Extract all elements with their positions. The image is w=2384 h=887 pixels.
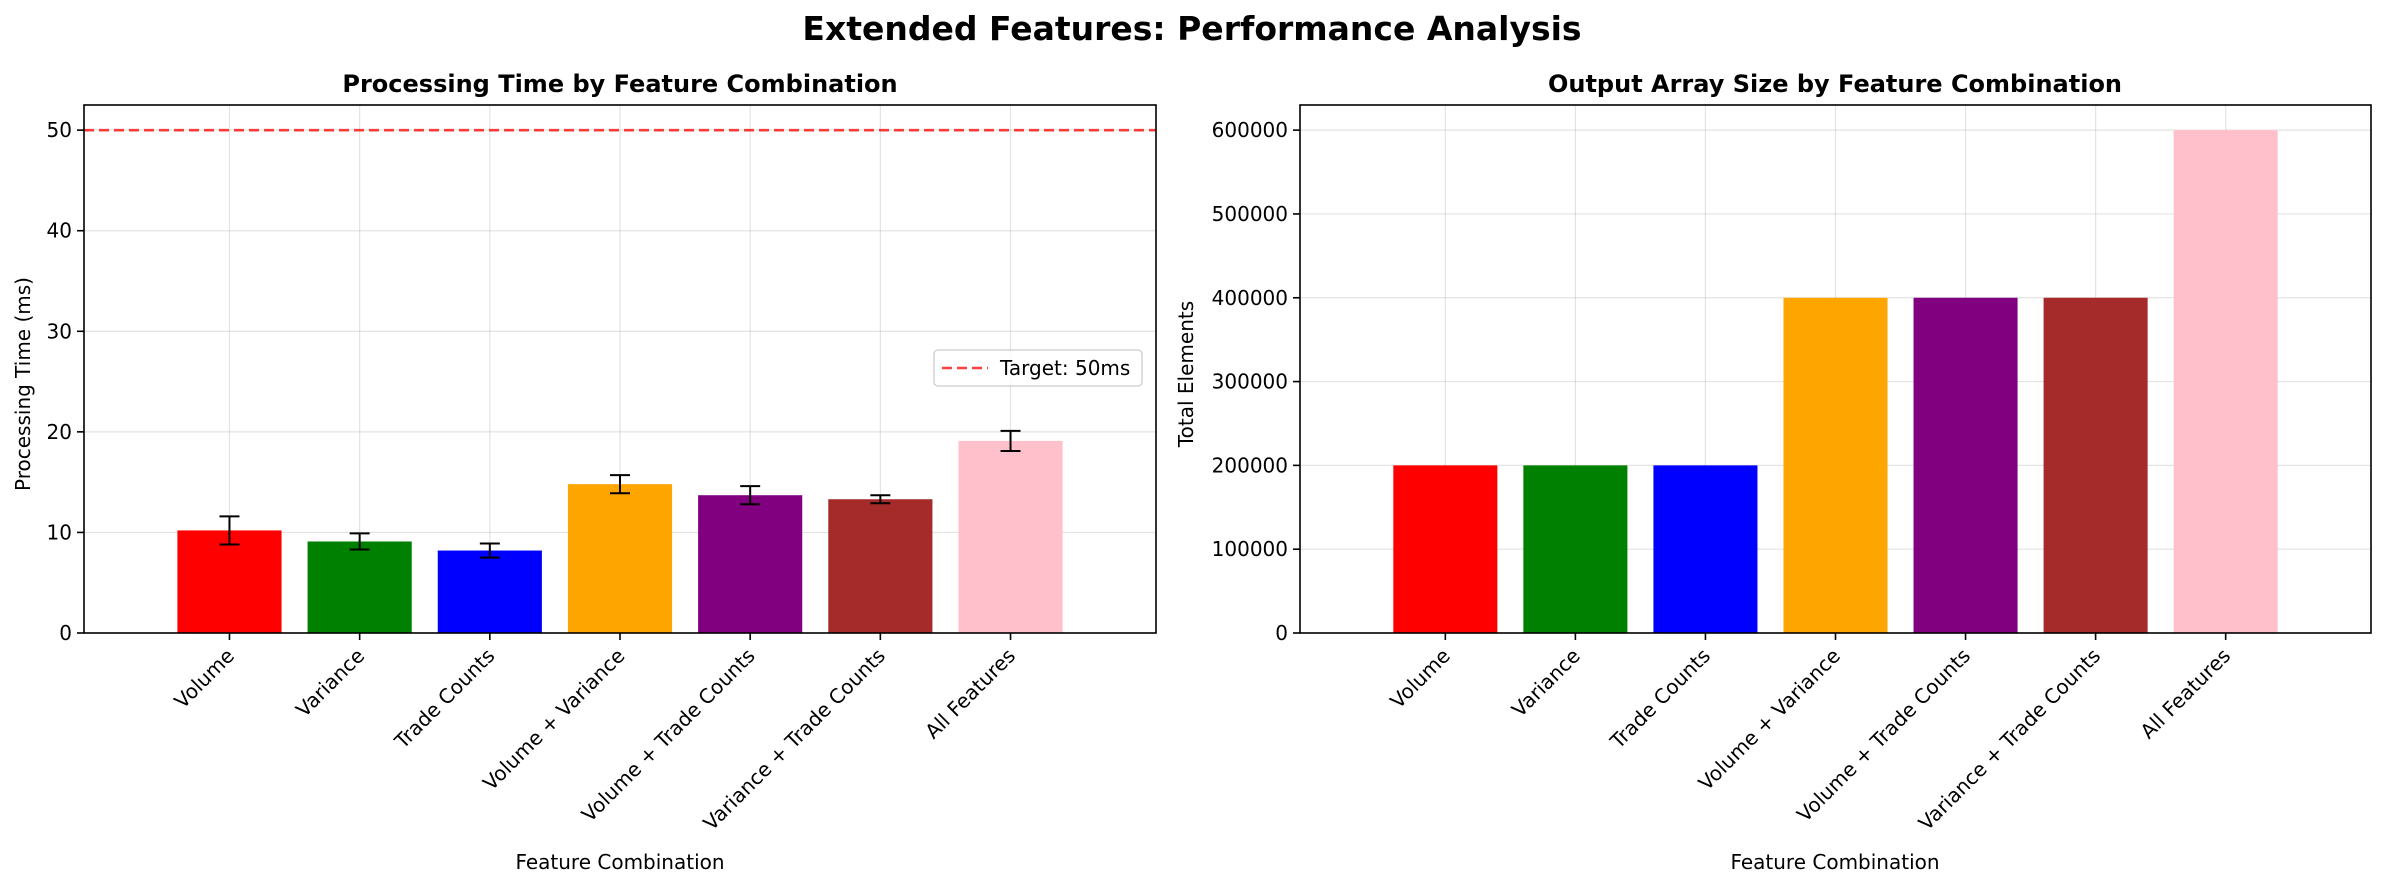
y-tick-label: 40 [47,219,72,243]
bar-variance-trade-counts [828,499,933,633]
bar-all-features [958,440,1063,633]
output-array-size-chart: Output Array Size by Feature Combination… [1174,70,2372,874]
axes-frame [83,104,1157,634]
bar-volume-trade-counts [1913,297,2018,633]
bar-volume-trade-counts [698,495,803,633]
y-axis-label: Total Elements [1174,301,1198,448]
y-tick-label: 500000 [1212,202,1288,226]
bar-trade-counts [1653,465,1758,633]
bar-variance-trade-counts [2043,297,2148,633]
x-tick-label: All Features [2135,644,2235,744]
processing-time-chart: Processing Time by Feature Combination 0… [11,70,1157,874]
y-tick-label: 0 [59,621,72,645]
axes-frame [1299,104,2372,634]
bar-volume-variance [567,484,673,633]
y-axis-ticks: 0 10 20 30 40 50 [47,118,84,645]
x-tick-label: Volume + Variance [1694,644,1846,796]
y-tick-label: 50 [47,118,72,142]
legend-label: Target: 50ms [999,356,1130,380]
y-tick-label: 600000 [1212,118,1288,142]
x-tick-label: All Features [920,644,1020,744]
y-tick-label: 20 [47,420,72,444]
y-tick-label: 300000 [1212,370,1288,394]
y-tick-label: 0 [1275,621,1288,645]
x-tick-label: Variance [291,644,369,722]
x-tick-label: Trade Counts [389,644,499,754]
bar-trade-counts [437,550,542,633]
legend-box [933,349,1143,387]
x-tick-label: Volume [169,644,239,714]
x-tick-label: Trade Counts [1605,644,1715,754]
y-tick-label: 10 [47,520,72,544]
x-tick-label: Volume [1385,644,1455,714]
x-axis-label: Feature Combination [515,850,724,874]
bar-variance [1523,465,1628,633]
bars [1393,130,2278,633]
figure-suptitle: Extended Features: Performance Analysis [802,9,1581,48]
bar-volume [1393,465,1498,633]
bar-volume-variance [1783,297,1888,633]
y-tick-label: 200000 [1212,453,1288,477]
x-tick-label: Variance [1507,644,1585,722]
y-tick-label: 30 [47,319,72,343]
x-tick-label: Volume + Variance [478,644,630,796]
y-axis-label: Processing Time (ms) [11,277,35,491]
legend: Target: 50ms [933,349,1143,387]
y-tick-label: 100000 [1212,537,1288,561]
y-tick-label: 400000 [1212,286,1288,310]
x-axis-label: Feature Combination [1730,850,1939,874]
bar-volume [177,530,282,633]
chart-title: Output Array Size by Feature Combination [1548,70,2122,98]
y-axis-ticks: 0 100000 200000 300000 400000 500000 600000 [1212,118,1300,645]
chart-title: Processing Time by Feature Combination [342,70,897,98]
bar-all-features [2173,130,2278,633]
error-bars [219,429,1021,559]
bars [177,440,1063,633]
bar-variance [307,541,412,633]
